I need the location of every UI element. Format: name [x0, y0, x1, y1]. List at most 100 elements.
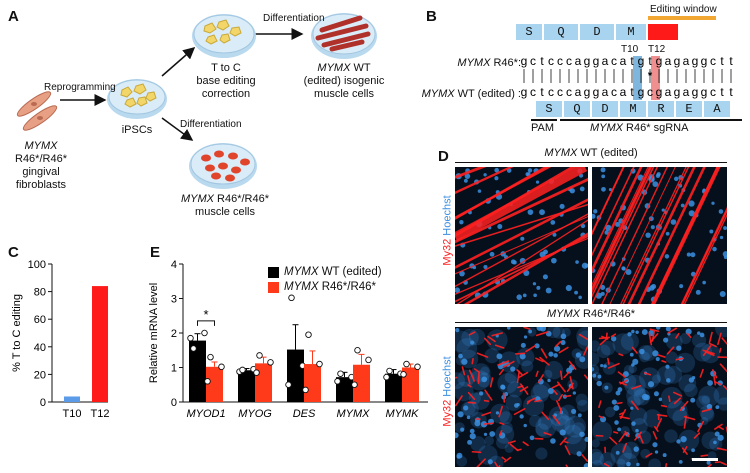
nucleus-haze: [600, 340, 616, 356]
nucleus: [632, 358, 639, 365]
nucleus-haze: [701, 395, 711, 404]
nucleus-haze: [532, 380, 551, 399]
nucleus: [625, 269, 632, 276]
editing-window-label: Editing window: [650, 4, 717, 15]
nucleus: [665, 327, 671, 332]
x-tick-label: MYOD1: [186, 408, 225, 420]
wt-base: a: [665, 85, 672, 99]
data-point: [204, 378, 211, 385]
r46-base: a: [665, 54, 672, 68]
r46-base: t: [729, 54, 733, 68]
bar: [385, 373, 402, 402]
data-point: [316, 360, 323, 368]
y-axis-label: Relative mRNA level: [148, 283, 160, 383]
myocyte: [721, 337, 727, 345]
differentiation-top-label: Differentiation: [263, 13, 325, 24]
micrograph-wt-1: [455, 167, 588, 304]
myocyte: [499, 422, 505, 426]
nucleus: [661, 208, 665, 212]
nucleus: [617, 427, 622, 432]
nucleus-haze: [529, 414, 542, 428]
wt-base: a: [683, 85, 690, 99]
myocyte: [617, 371, 626, 378]
nucleus: [706, 460, 711, 465]
data-point: [337, 370, 344, 377]
nucleus: [652, 442, 658, 448]
editing-window-bar: [648, 16, 716, 20]
nucleus-haze: [633, 385, 646, 398]
bar-t10: [64, 396, 80, 402]
nucleus: [718, 209, 724, 214]
myotube: [609, 167, 676, 304]
myocyte: [535, 357, 544, 363]
myocyte: [522, 441, 529, 447]
myocyte: [649, 328, 660, 333]
nucleus: [686, 252, 691, 257]
myocyte: [541, 411, 550, 421]
nucleus: [520, 236, 525, 241]
r46-base: g: [638, 54, 645, 68]
aa-box: A: [704, 101, 730, 117]
myocyte: [652, 430, 658, 440]
nucleus: [631, 329, 635, 334]
myocyte: [518, 371, 529, 379]
wt-base: a: [620, 85, 627, 99]
stop-codon-box: [648, 24, 678, 40]
micrograph-mutant-1: [455, 327, 588, 467]
aa-box: D: [592, 101, 618, 117]
nucleus: [583, 463, 588, 467]
nucleus-haze: [566, 435, 587, 455]
myocyte: [476, 458, 486, 467]
r46-base: a: [620, 54, 627, 68]
nucleus-haze: [455, 381, 474, 402]
myocyte: [535, 331, 549, 337]
wt-base: t: [729, 85, 733, 99]
nucleus: [575, 352, 582, 358]
nucleus: [690, 397, 696, 403]
myotube: [627, 167, 696, 304]
myocyte: [483, 399, 490, 403]
nucleus-haze: [592, 460, 604, 467]
nucleus: [535, 180, 540, 184]
myocyte: [675, 332, 680, 339]
myocyte: [564, 394, 572, 398]
myocyte: [556, 381, 566, 393]
bar: [206, 366, 223, 402]
myocyte: [638, 434, 644, 444]
wt-base: g: [692, 85, 699, 99]
myotube: [455, 167, 549, 220]
y-tick-label: 60: [34, 314, 46, 326]
myocyte: [509, 443, 519, 452]
bar: [304, 364, 321, 402]
bottom-title-rule: [455, 322, 727, 323]
myocyte: [714, 381, 723, 386]
data-point: [288, 294, 295, 302]
nucleus-haze: [576, 399, 588, 412]
r46-base: c: [557, 54, 563, 68]
nucleus: [680, 435, 687, 443]
nucleus: [604, 230, 609, 235]
nucleus: [666, 378, 671, 383]
pam-bar: [531, 119, 557, 121]
myotube: [622, 167, 690, 304]
wt-base: g: [656, 85, 663, 99]
myocyte: [476, 352, 489, 358]
nucleus: [489, 251, 495, 257]
myocyte: [693, 432, 701, 439]
top-amino-acid-row: S Q D M: [516, 24, 702, 40]
myocyte: [558, 346, 569, 354]
nucleus: [723, 255, 727, 260]
data-point: [334, 378, 341, 385]
nucleus: [458, 353, 463, 359]
nucleus-haze: [592, 340, 601, 352]
myocyte: [489, 377, 494, 388]
myocyte: [501, 456, 506, 461]
nucleus-haze: [461, 328, 479, 347]
myocyte: [700, 454, 709, 457]
nucleus: [676, 345, 682, 351]
y-axis-label: % T to C editing: [11, 294, 23, 372]
myotube: [620, 167, 687, 304]
aa-box: S: [536, 101, 562, 117]
myocyte: [491, 332, 503, 337]
nucleus-haze: [592, 439, 600, 448]
